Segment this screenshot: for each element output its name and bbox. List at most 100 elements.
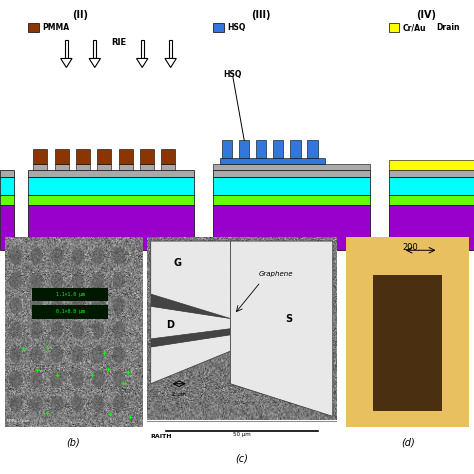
Polygon shape [230, 241, 333, 416]
Circle shape [9, 247, 22, 264]
Circle shape [30, 247, 43, 264]
Bar [93, 40, 96, 58]
Polygon shape [165, 58, 176, 67]
Text: Drain: Drain [436, 24, 460, 33]
Circle shape [30, 321, 43, 338]
Bar [213, 195, 370, 205]
Text: (IV): (IV) [417, 10, 437, 20]
Text: (c): (c) [235, 453, 248, 463]
Circle shape [113, 321, 125, 338]
Bar [273, 140, 283, 158]
Polygon shape [151, 294, 230, 329]
Circle shape [9, 321, 22, 338]
Text: 200: 200 [403, 243, 419, 252]
Bar [55, 164, 69, 170]
Bar [76, 164, 90, 170]
Text: PMMA: PMMA [43, 24, 70, 33]
Text: 1.1×1.0 μm: 1.1×1.0 μm [55, 292, 84, 297]
Bar [220, 158, 325, 164]
Bar [389, 170, 474, 177]
Circle shape [72, 272, 84, 289]
Text: Graphene: Graphene [259, 271, 293, 277]
Text: D: D [166, 319, 173, 329]
Bar [290, 140, 301, 158]
Bar [118, 164, 133, 170]
Bar [256, 140, 266, 158]
Circle shape [9, 272, 22, 289]
Circle shape [72, 297, 84, 314]
Circle shape [51, 297, 63, 314]
Circle shape [113, 272, 125, 289]
Circle shape [72, 395, 84, 412]
Bar [33, 149, 47, 164]
Bar [141, 40, 144, 58]
Circle shape [51, 395, 63, 412]
Circle shape [51, 247, 63, 264]
Text: 2 μm: 2 μm [172, 392, 186, 397]
Bar [213, 205, 370, 250]
Bar [32, 288, 108, 301]
Polygon shape [89, 58, 100, 67]
Circle shape [30, 297, 43, 314]
Bar [161, 164, 175, 170]
Bar [239, 140, 249, 158]
Circle shape [9, 371, 22, 388]
Text: HSQ: HSQ [228, 24, 246, 33]
Text: G: G [173, 258, 181, 268]
Circle shape [92, 297, 104, 314]
Bar [222, 140, 232, 158]
Bar [28, 195, 194, 205]
Circle shape [113, 395, 125, 412]
Text: 0.1×0.8 μm: 0.1×0.8 μm [55, 310, 84, 314]
Bar [28, 24, 39, 33]
Text: RAITH: RAITH [151, 434, 172, 439]
Bar [307, 140, 318, 158]
Circle shape [51, 272, 63, 289]
Circle shape [72, 371, 84, 388]
Polygon shape [61, 58, 72, 67]
Bar [0, 177, 14, 195]
Circle shape [113, 297, 125, 314]
Bar [65, 40, 68, 58]
Polygon shape [151, 306, 230, 339]
Bar [33, 164, 47, 170]
Bar [0, 195, 14, 205]
Circle shape [92, 321, 104, 338]
Text: Cr/Au: Cr/Au [403, 24, 427, 33]
Text: S: S [285, 313, 293, 324]
Text: SAMPLE 1 System: SAMPLE 1 System [8, 419, 30, 423]
Circle shape [113, 247, 125, 264]
Circle shape [9, 346, 22, 363]
Polygon shape [137, 58, 148, 67]
Bar [0, 205, 14, 250]
Bar [161, 149, 175, 164]
Bar [28, 170, 194, 177]
Text: 50 μm: 50 μm [233, 432, 251, 437]
Circle shape [72, 321, 84, 338]
Circle shape [51, 346, 63, 363]
Circle shape [72, 247, 84, 264]
Bar [97, 149, 111, 164]
Bar [389, 160, 474, 170]
Bar [140, 164, 154, 170]
Bar [32, 305, 108, 319]
Bar [118, 149, 133, 164]
Circle shape [72, 346, 84, 363]
Text: (II): (II) [73, 10, 89, 20]
Bar [389, 24, 399, 33]
Bar [147, 421, 337, 422]
Bar [76, 149, 90, 164]
Bar [140, 149, 154, 164]
Circle shape [92, 272, 104, 289]
Bar [213, 24, 224, 33]
Text: (d): (d) [401, 438, 415, 448]
Bar [389, 205, 474, 250]
Bar [147, 420, 337, 441]
Bar [213, 164, 370, 170]
Text: (III): (III) [251, 10, 271, 20]
Circle shape [30, 395, 43, 412]
Bar [28, 205, 194, 250]
Bar [28, 177, 194, 195]
Circle shape [30, 371, 43, 388]
Bar [97, 164, 111, 170]
